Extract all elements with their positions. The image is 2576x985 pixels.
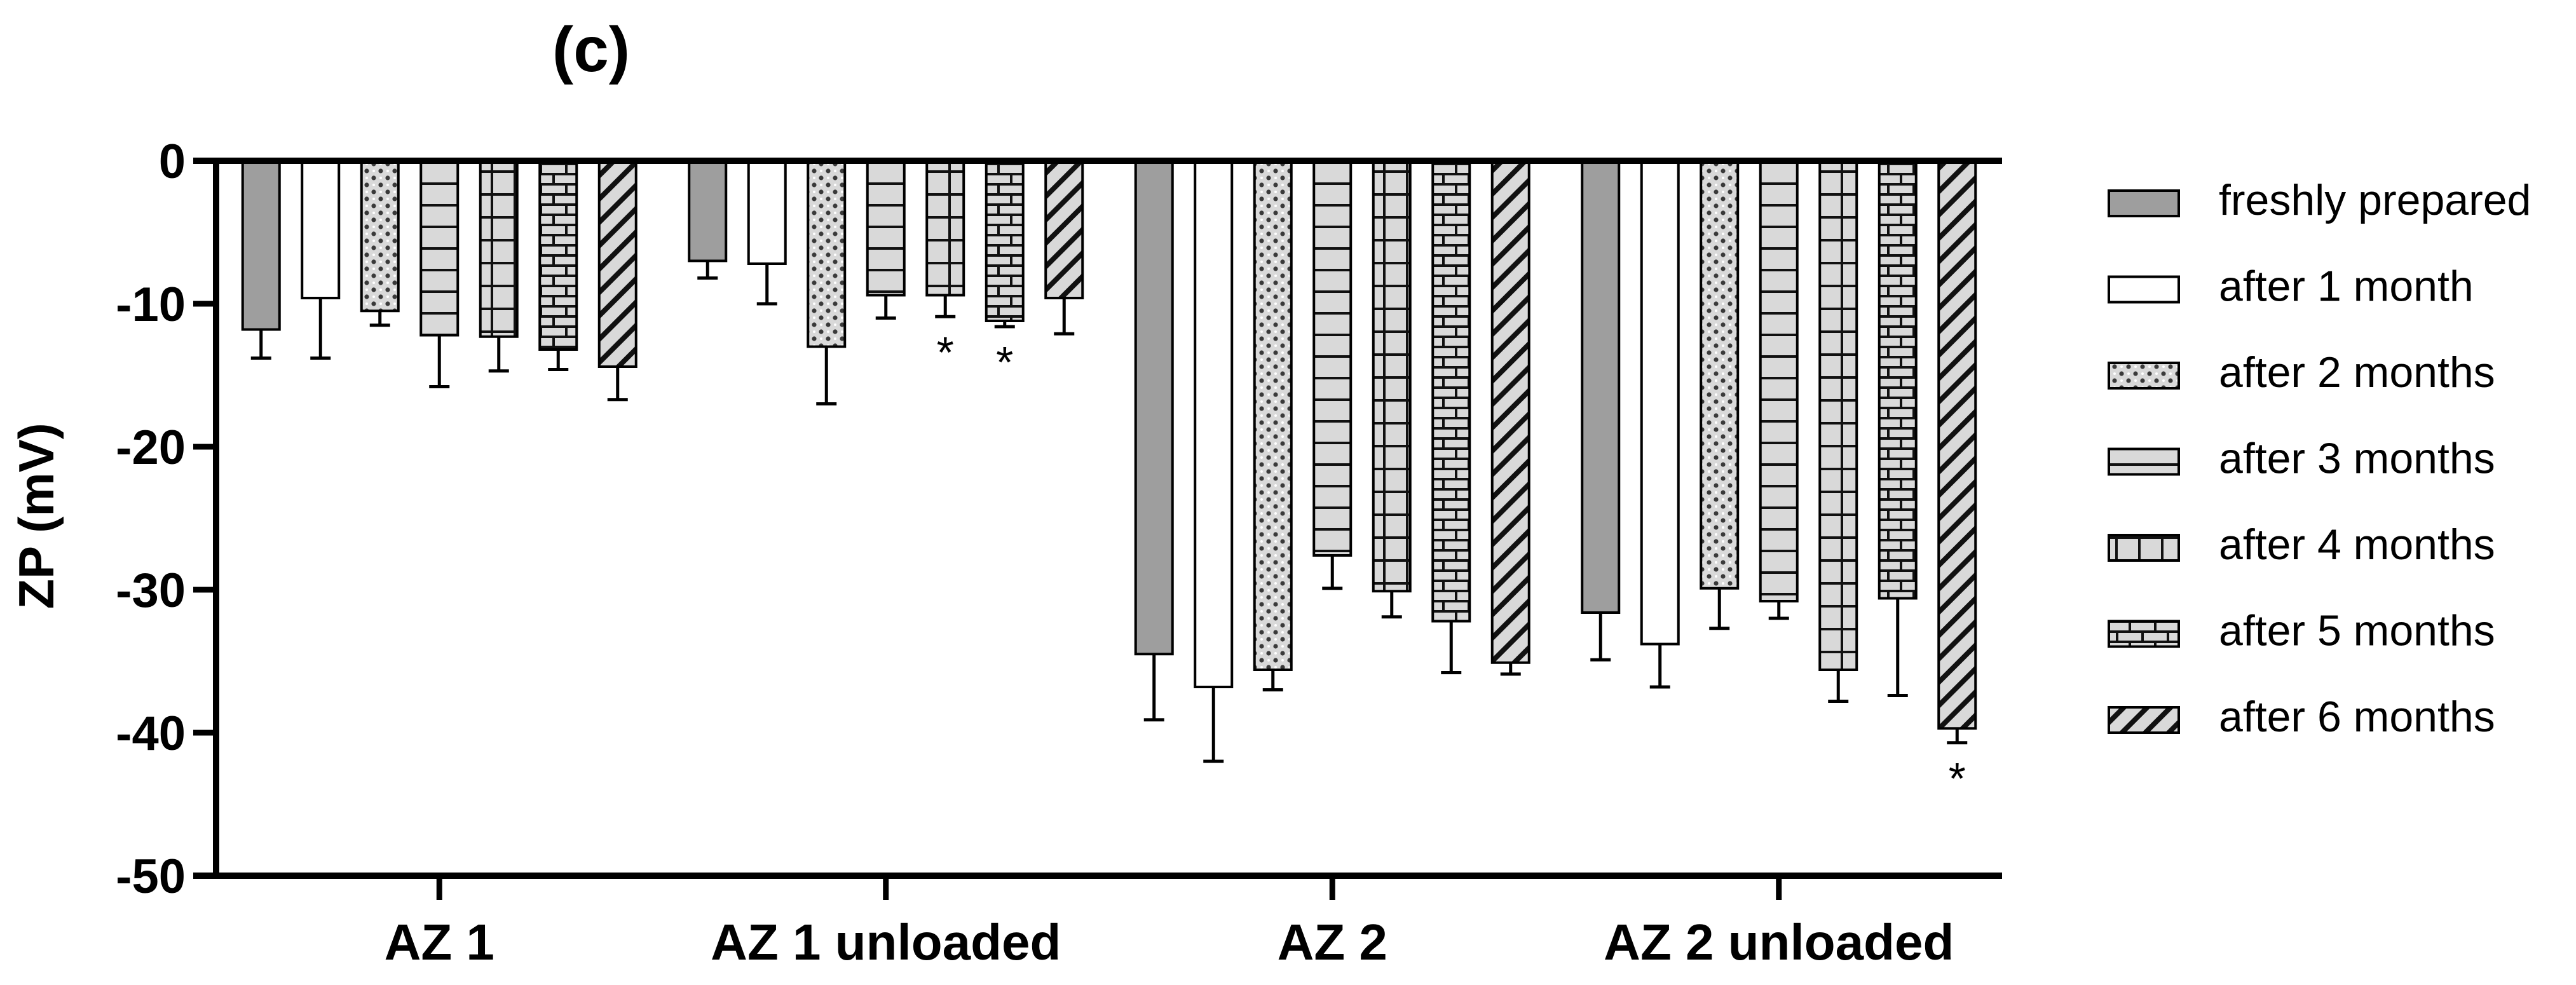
y-tick-label: -40 (116, 707, 186, 761)
bar (1372, 160, 1412, 593)
y-tick-label: -10 (116, 278, 186, 332)
bar (241, 160, 281, 331)
bar (1253, 160, 1293, 671)
y-tick-label: -50 (116, 850, 186, 904)
legend-label: after 2 months (2219, 348, 2495, 397)
bar (1490, 160, 1530, 664)
bar (1581, 160, 1621, 614)
legend-swatch (2108, 534, 2180, 562)
bar (1312, 160, 1353, 557)
legend-label: after 6 months (2219, 693, 2495, 741)
legend-swatch (2108, 362, 2180, 390)
legend-swatch (2108, 447, 2180, 476)
bar (1937, 160, 1977, 730)
bar (1700, 160, 1740, 590)
y-tick-label: 0 (159, 135, 186, 189)
legend-swatch (2108, 189, 2180, 217)
bar (1640, 160, 1680, 646)
y-tick-label: -30 (116, 564, 186, 618)
x-tick-label: AZ 2 unloaded (1604, 914, 1954, 970)
bar (1759, 160, 1799, 602)
bar (747, 160, 787, 265)
bar (360, 160, 400, 313)
y-axis-label: ZP (mV) (8, 423, 64, 609)
legend-label: after 4 months (2219, 520, 2495, 569)
legend: freshly prepared after 1 month after 2 mon… (2108, 176, 2531, 741)
legend-swatch (2108, 275, 2180, 304)
significance-marker: * (996, 337, 1013, 387)
x-tick-label: AZ 1 (385, 914, 494, 970)
legend-label: after 3 months (2219, 435, 2495, 483)
legend-label: after 5 months (2219, 607, 2495, 655)
chart-title: (c) (552, 14, 630, 85)
bar (419, 160, 460, 337)
bar (866, 160, 906, 297)
bar (301, 160, 341, 299)
legend-label: freshly prepared (2219, 176, 2531, 224)
bar (1431, 160, 1471, 623)
legend-swatch (2108, 706, 2180, 734)
bar (538, 160, 578, 351)
significance-marker: * (937, 327, 954, 377)
bar (479, 160, 519, 338)
bar (1194, 160, 1234, 688)
bar (1044, 160, 1084, 299)
bar (985, 160, 1025, 322)
bar (688, 160, 728, 262)
x-tick-label: AZ 1 unloaded (711, 914, 1061, 970)
bar (1134, 160, 1174, 656)
plot-area: 0 -10 -20 -30 -40 -50 AZ 1 AZ 1 unloaded AZ 2 AZ … (116, 135, 2002, 970)
x-tick-label: AZ 2 (1278, 914, 1387, 970)
bar (1818, 160, 1858, 671)
bar (925, 160, 965, 297)
bar (597, 160, 637, 368)
y-tick-label: -20 (116, 421, 186, 475)
significance-marker: * (1949, 754, 1966, 803)
legend-swatch (2108, 620, 2180, 648)
bar (807, 160, 847, 348)
bar (1877, 160, 1918, 600)
legend-label: after 1 month (2219, 262, 2474, 311)
